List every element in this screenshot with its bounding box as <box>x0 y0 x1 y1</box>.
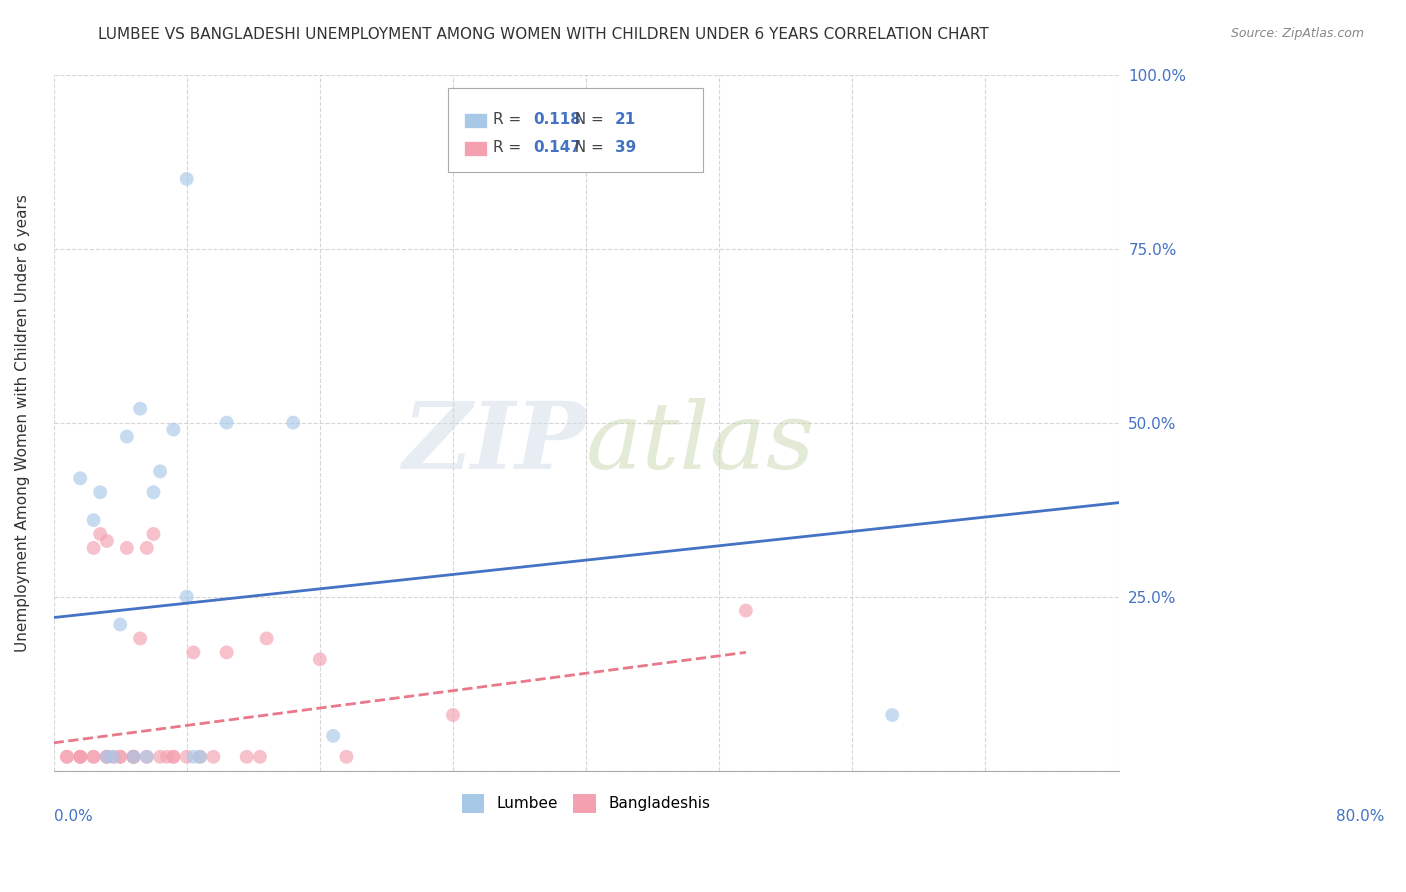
FancyBboxPatch shape <box>464 112 486 128</box>
Bangladeshis <box>235 749 257 764</box>
Legend: Lumbee, Bangladeshis: Lumbee, Bangladeshis <box>456 788 717 819</box>
Lumbee <box>176 172 198 186</box>
Text: 0.0%: 0.0% <box>53 809 93 824</box>
Lumbee <box>69 471 91 485</box>
Bangladeshis <box>122 749 145 764</box>
Bangladeshis <box>129 632 152 646</box>
Text: Source: ZipAtlas.com: Source: ZipAtlas.com <box>1230 27 1364 40</box>
Bangladeshis <box>96 749 118 764</box>
Bangladeshis <box>162 749 184 764</box>
Bangladeshis <box>56 749 79 764</box>
Lumbee <box>96 749 118 764</box>
Bangladeshis <box>69 749 91 764</box>
Bangladeshis <box>108 749 131 764</box>
Lumbee <box>129 401 152 416</box>
Bangladeshis <box>103 749 125 764</box>
Bangladeshis <box>176 749 198 764</box>
FancyBboxPatch shape <box>447 88 703 172</box>
Lumbee <box>882 708 904 723</box>
Bangladeshis <box>215 645 238 659</box>
Lumbee <box>215 416 238 430</box>
Y-axis label: Unemployment Among Women with Children Under 6 years: Unemployment Among Women with Children U… <box>15 194 30 651</box>
Bangladeshis <box>162 749 184 764</box>
Bangladeshis <box>249 749 271 764</box>
Bangladeshis <box>115 541 138 555</box>
Text: LUMBEE VS BANGLADESHI UNEMPLOYMENT AMONG WOMEN WITH CHILDREN UNDER 6 YEARS CORRE: LUMBEE VS BANGLADESHI UNEMPLOYMENT AMONG… <box>98 27 990 42</box>
Bangladeshis <box>108 749 131 764</box>
Lumbee <box>188 749 211 764</box>
Bangladeshis <box>135 541 157 555</box>
Lumbee <box>283 416 305 430</box>
Bangladeshis <box>256 632 278 646</box>
Lumbee <box>149 464 172 478</box>
Bangladeshis <box>183 645 205 659</box>
Lumbee <box>322 729 344 743</box>
Lumbee <box>122 749 145 764</box>
Bangladeshis <box>69 749 91 764</box>
Bangladeshis <box>335 749 357 764</box>
Text: atlas: atlas <box>586 399 815 489</box>
Bangladeshis <box>122 749 145 764</box>
Bangladeshis <box>188 749 211 764</box>
Text: 80.0%: 80.0% <box>1337 809 1385 824</box>
Bangladeshis <box>56 749 79 764</box>
Text: 21: 21 <box>614 112 636 128</box>
Text: 0.147: 0.147 <box>533 140 581 155</box>
Lumbee <box>142 485 165 500</box>
Text: N =: N = <box>565 112 609 128</box>
Bangladeshis <box>308 652 330 666</box>
Bangladeshis <box>83 749 105 764</box>
Bangladeshis <box>96 533 118 548</box>
Text: N =: N = <box>565 140 609 155</box>
Bangladeshis <box>83 541 105 555</box>
Text: 39: 39 <box>614 140 636 155</box>
Bangladeshis <box>135 749 157 764</box>
Lumbee <box>135 749 157 764</box>
Bangladeshis <box>89 527 111 541</box>
Bangladeshis <box>149 749 172 764</box>
Lumbee <box>83 513 105 527</box>
Bangladeshis <box>734 604 756 618</box>
Bangladeshis <box>122 749 145 764</box>
Lumbee <box>176 590 198 604</box>
Bangladeshis <box>83 749 105 764</box>
Text: R =: R = <box>494 112 527 128</box>
Lumbee <box>108 617 131 632</box>
Bangladeshis <box>142 527 165 541</box>
Bangladeshis <box>156 749 179 764</box>
Bangladeshis <box>69 749 91 764</box>
Bangladeshis <box>441 708 464 723</box>
Bangladeshis <box>96 749 118 764</box>
Text: ZIP: ZIP <box>402 399 586 489</box>
Bangladeshis <box>202 749 225 764</box>
Lumbee <box>183 749 205 764</box>
Lumbee <box>115 429 138 443</box>
Text: 0.118: 0.118 <box>533 112 581 128</box>
Lumbee <box>162 423 184 437</box>
Lumbee <box>89 485 111 500</box>
FancyBboxPatch shape <box>464 141 486 156</box>
Text: R =: R = <box>494 140 527 155</box>
Lumbee <box>103 749 125 764</box>
